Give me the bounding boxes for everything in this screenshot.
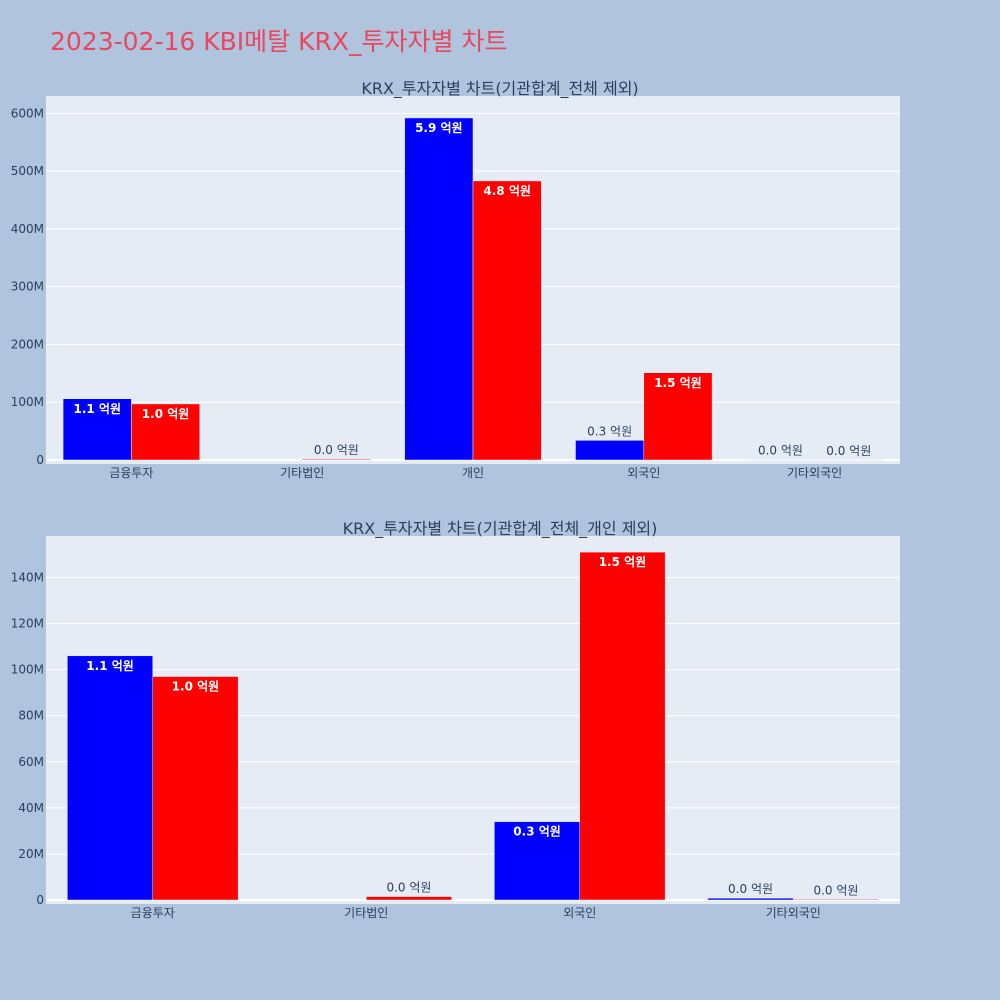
bar [131,403,200,461]
y-tick-label: 120M [11,617,44,631]
data-label: 1.0 억원 [172,680,220,694]
data-label: 1.0 억원 [142,407,190,421]
x-tick-label: 기타외국인 [787,466,842,480]
bar [643,372,713,461]
bar [404,117,474,461]
data-label: 0.0 억원 [758,444,803,458]
x-tick-label: 금융투자 [131,906,175,920]
chart-title: KRX_투자자별 차트(기관합계_전체 제외) [361,79,638,99]
y-tick-label: 60M [18,755,44,769]
data-label: 1.5 억원 [599,555,647,569]
data-label: 0.3 억원 [587,424,632,438]
x-tick-label: 개인 [462,466,484,480]
data-label: 0.3 억원 [513,825,561,839]
bar [793,899,879,901]
data-label: 0.0 억원 [813,883,858,897]
data-label: 5.9 억원 [415,121,463,135]
chart-1: 0 100M 200M 300M 400M 500M 600M KRX_투자자별 차트(기관합… [11,79,900,480]
y-tick-label: 140M [11,570,44,584]
y-tick-label: 0 [36,453,44,467]
page-title: 2023-02-16 KBI메탈 KRX_투자자별 차트 [50,27,508,56]
chart-2: 0 20M 40M 60M 80M 100M 120M 140M KRX_투자자별 차트(기관합… [11,519,900,920]
chart-title: KRX_투자자별 차트(기관합계_전체_개인 제외) [343,519,658,539]
data-label: 1.1 억원 [73,402,121,416]
x-tick-label: 외국인 [627,466,660,480]
x-tick-label: 기타법인 [344,906,388,920]
y-tick-label: 20M [18,847,44,861]
x-tick-label: 외국인 [563,906,596,920]
data-label: 1.1 억원 [86,659,134,673]
data-label: 0.0 억원 [728,882,773,896]
y-tick-label: 600M [11,106,44,120]
data-label: 1.5 억원 [654,376,702,390]
x-tick-label: 기타외국인 [766,906,821,920]
data-label: 0.0 억원 [386,881,431,895]
y-tick-label: 0 [36,893,44,907]
y-tick-label: 400M [11,222,44,236]
bar [575,440,645,461]
bar [579,551,666,901]
y-tick-label: 500M [11,164,44,178]
y-tick-label: 40M [18,801,44,815]
bar [62,398,132,461]
y-tick-label: 100M [11,395,44,409]
data-label: 0.0 억원 [314,443,359,457]
bar [301,458,371,461]
y-tick-label: 100M [11,663,44,677]
x-tick-label: 금융투자 [109,466,153,480]
y-tick-label: 200M [11,337,44,351]
bar [494,821,581,901]
data-label: 0.0 억원 [826,444,871,458]
bar [472,180,542,461]
data-label: 4.8 억원 [483,184,531,198]
bar [366,896,452,901]
x-tick-label: 기타법인 [280,466,324,480]
bar [67,655,153,901]
bar [707,897,794,901]
bar [152,676,239,901]
y-tick-label: 300M [11,280,44,294]
y-tick-label: 80M [18,709,44,723]
